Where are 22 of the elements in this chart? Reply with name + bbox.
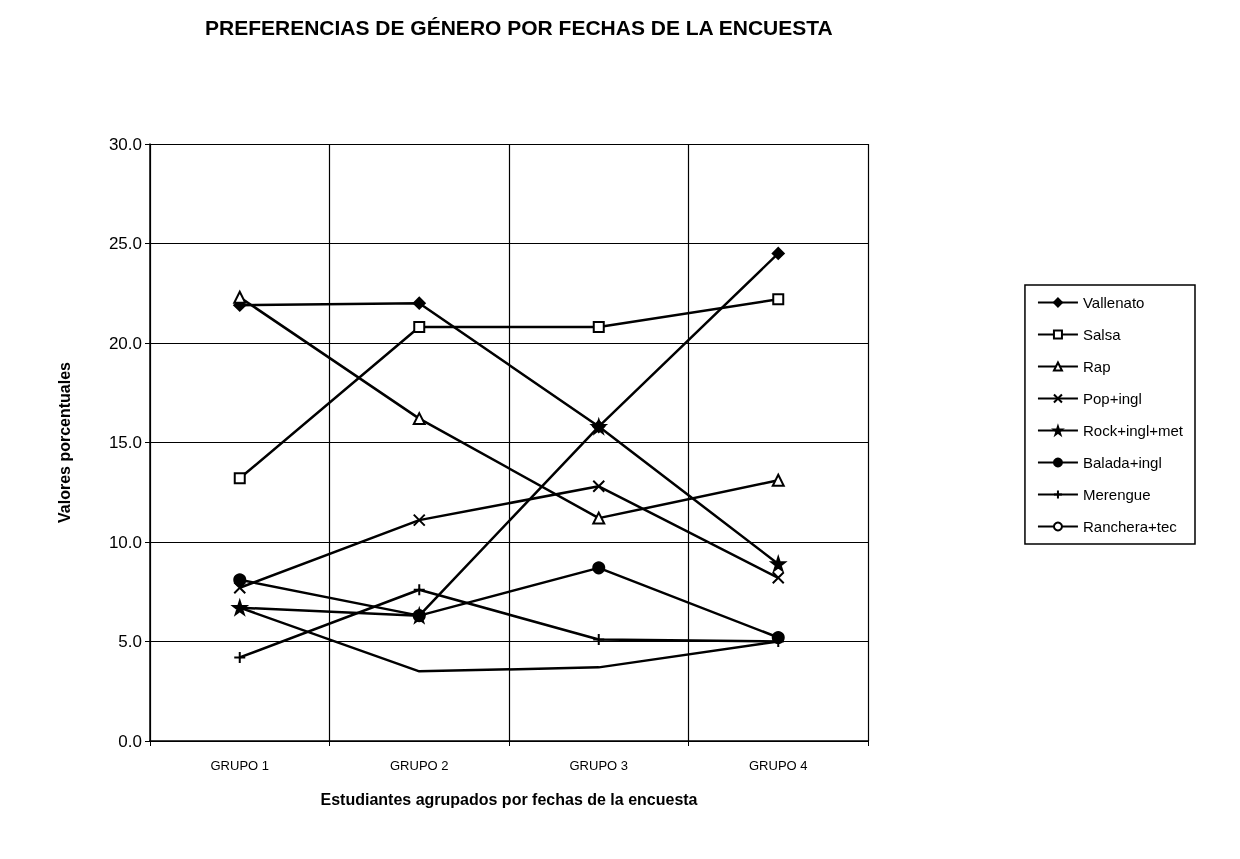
- y-tick-label: 15.0: [108, 433, 142, 452]
- legend-label: Rock+ingl+met: [1082, 422, 1184, 439]
- y-axis-title: Valores porcentuales: [55, 361, 73, 523]
- legend-label: Rap: [1082, 358, 1111, 375]
- legend-label: Ranchera+tec: [1082, 518, 1178, 535]
- y-tick-label: 10.0: [108, 532, 142, 552]
- x-tick-label: GRUPO 2: [389, 758, 449, 773]
- legend-label: Vallenato: [1082, 294, 1145, 311]
- legend-label: Balada+ingl: [1082, 454, 1162, 471]
- y-tick-label: 20.0: [108, 333, 142, 353]
- legend-label: Salsa: [1082, 326, 1122, 343]
- x-tick-label: GRUPO 3: [569, 758, 629, 773]
- legend-label: Pop+ingl: [1082, 390, 1142, 407]
- legend-label: Merengue: [1082, 486, 1151, 503]
- x-tick-label: GRUPO 4: [748, 758, 808, 773]
- y-tick-label: 5.0: [118, 632, 142, 651]
- y-tick-label: 30.0: [108, 134, 142, 154]
- x-axis-title: Estudiantes agrupados por fechas de la encuesta: [320, 790, 698, 808]
- y-tick-label: 0.0: [118, 731, 142, 751]
- x-tick-label: GRUPO 1: [210, 758, 270, 773]
- y-tick-label: 25.0: [108, 234, 142, 253]
- chart-title: PREFERENCIAS DE GÉNERO POR FECHAS DE LA ENCUESTA: [205, 16, 833, 39]
